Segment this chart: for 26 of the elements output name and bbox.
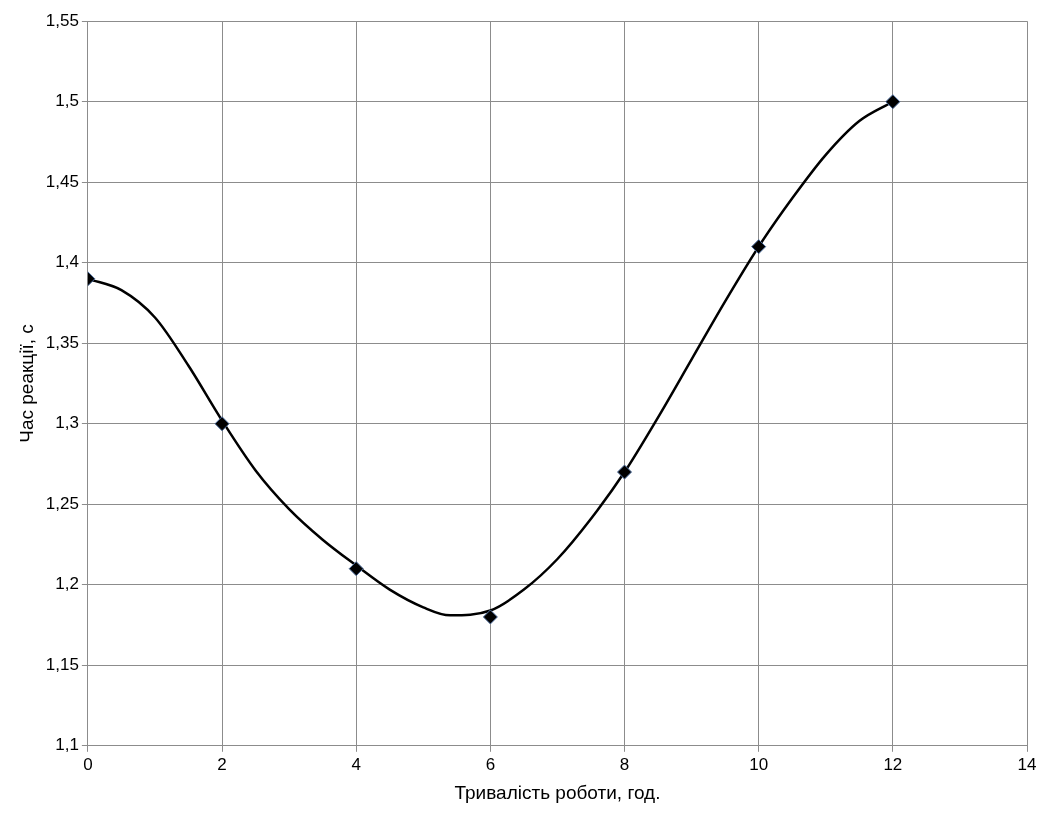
x-tick-label: 2 bbox=[217, 754, 227, 774]
y-tick-label: 1,1 bbox=[55, 735, 79, 755]
x-tick-label: 12 bbox=[883, 754, 903, 774]
y-tick-label: 1,4 bbox=[55, 252, 79, 272]
x-tick-label: 0 bbox=[83, 754, 93, 774]
point bbox=[482, 609, 498, 625]
y-axis-title: Час реакції, с bbox=[15, 324, 37, 443]
y-tick-label: 1,35 bbox=[45, 332, 79, 352]
x-tick-label: 10 bbox=[749, 754, 769, 774]
x-tick-label: 8 bbox=[619, 754, 630, 774]
y-tick-label: 1,25 bbox=[45, 493, 79, 513]
x-axis-title: Тривалість роботи, год. bbox=[454, 781, 661, 803]
y-tick-label: 1,3 bbox=[55, 413, 79, 433]
y-tick-label: 1,45 bbox=[45, 171, 79, 191]
x-tick-label: 4 bbox=[351, 754, 361, 774]
x-tick-label: 6 bbox=[485, 754, 496, 774]
point bbox=[617, 464, 633, 480]
y-tick-label: 1,2 bbox=[55, 574, 79, 594]
y-tick-label: 1,15 bbox=[45, 654, 79, 674]
point bbox=[214, 416, 230, 432]
x-tick-label: 14 bbox=[1017, 754, 1037, 774]
point bbox=[751, 239, 767, 255]
y-tick-label: 1,55 bbox=[45, 10, 79, 30]
y-tick-label: 1,5 bbox=[55, 91, 79, 111]
point bbox=[348, 561, 364, 577]
point bbox=[885, 94, 901, 110]
